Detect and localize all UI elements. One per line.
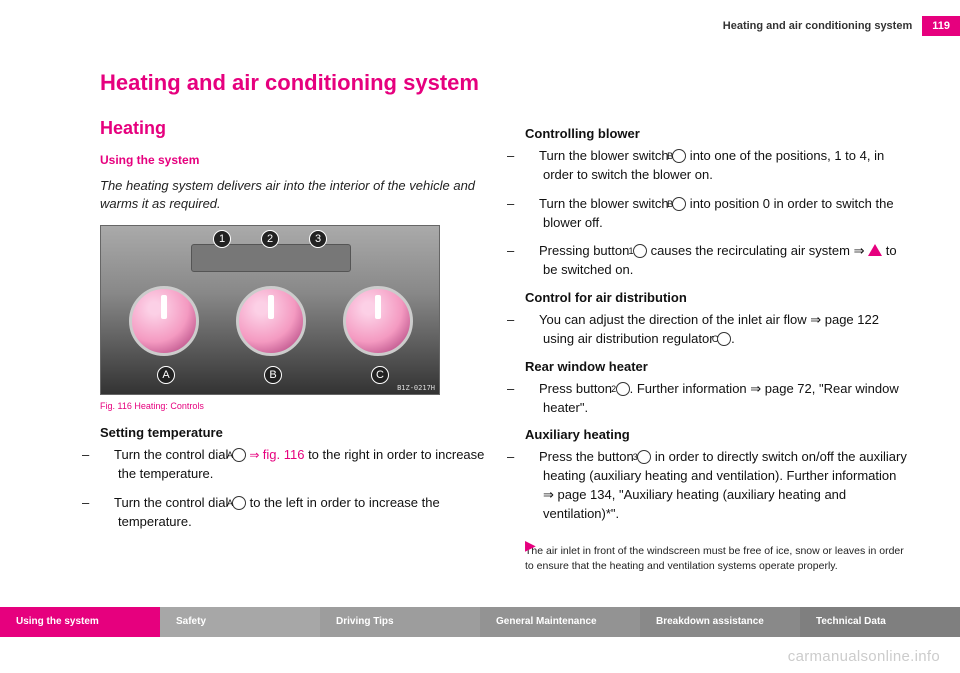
heading-air-dist: Control for air distribution (525, 290, 910, 305)
heading-blower: Controlling blower (525, 126, 910, 141)
bullet-air-dist: –You can adjust the direction of the inl… (525, 311, 910, 349)
dial-c (343, 286, 413, 356)
left-column: Heating and air conditioning system Heat… (100, 70, 485, 573)
dash: – (525, 380, 539, 399)
tab-technical-data[interactable]: Technical Data (800, 607, 960, 637)
intro-text: The heating system delivers air into the… (100, 177, 485, 213)
ref-a: A (232, 448, 246, 462)
ref-2: 2 (616, 382, 630, 396)
heading-rear-heater: Rear window heater (525, 359, 910, 374)
ref-c: C (717, 332, 731, 346)
continue-arrow-icon: ▶ (525, 534, 536, 554)
header-section: Heating and air conditioning system (723, 20, 922, 32)
bullet-rear-heater: –Press button 2. Further information ⇒ p… (525, 380, 910, 418)
figure-button-strip (191, 244, 351, 272)
tab-breakdown[interactable]: Breakdown assistance (640, 607, 800, 637)
page-header: Heating and air conditioning system 119 (723, 16, 960, 36)
bullet-temp-right: –Turn the control dial A ⇒ fig. 116 to t… (100, 446, 485, 484)
bullet-recirc: –Pressing button 1 causes the recirculat… (525, 242, 910, 280)
dash: – (525, 311, 539, 330)
tab-driving-tips[interactable]: Driving Tips (320, 607, 480, 637)
footnote: The air inlet in front of the windscreen… (525, 544, 910, 573)
figure-caption: Fig. 116 Heating: Controls (100, 401, 485, 411)
chapter-title: Heating and air conditioning system (100, 70, 485, 96)
content: Heating and air conditioning system Heat… (100, 70, 910, 573)
link-fig116: ⇒ fig. 116 (246, 447, 304, 462)
heading-aux-heating: Auxiliary heating (525, 427, 910, 442)
figure-heating-controls: 1 2 3 A B C B1Z-0217H (100, 225, 440, 395)
ref-b: B (672, 149, 686, 163)
tab-safety[interactable]: Safety (160, 607, 320, 637)
dial-a (129, 286, 199, 356)
dash: – (525, 195, 539, 214)
callout-b: B (264, 366, 282, 384)
bullet-blower-off: –Turn the blower switch B into position … (525, 195, 910, 233)
right-column: Controlling blower –Turn the blower swit… (525, 70, 910, 573)
callout-a: A (157, 366, 175, 384)
bullet-temp-left: –Turn the control dial A to the left in … (100, 494, 485, 532)
tab-using-system[interactable]: Using the system (0, 607, 160, 637)
ref-b: B (672, 197, 686, 211)
callout-c: C (371, 366, 389, 384)
dash: – (100, 494, 114, 513)
page-number: 119 (922, 16, 960, 36)
dash: – (525, 448, 539, 467)
dash: – (525, 147, 539, 166)
tab-general-maintenance[interactable]: General Maintenance (480, 607, 640, 637)
bullet-aux-heating: –Press the button 3 in order to directly… (525, 448, 910, 523)
ref-3: 3 (637, 450, 651, 464)
ref-a: A (232, 496, 246, 510)
dash: – (525, 242, 539, 261)
footer-tabs: Using the system Safety Driving Tips Gen… (0, 607, 960, 637)
watermark: carmanualsonline.info (788, 648, 940, 665)
section-title: Heating (100, 118, 485, 139)
dial-b (236, 286, 306, 356)
page: Heating and air conditioning system 119 … (0, 0, 960, 673)
subsection-title: Using the system (100, 153, 485, 167)
dash: – (100, 446, 114, 465)
warning-icon (868, 243, 882, 257)
bullet-blower-on: –Turn the blower switch B into one of th… (525, 147, 910, 185)
figure-code: B1Z-0217H (397, 384, 435, 392)
ref-1: 1 (633, 244, 647, 258)
heading-setting-temperature: Setting temperature (100, 425, 485, 440)
